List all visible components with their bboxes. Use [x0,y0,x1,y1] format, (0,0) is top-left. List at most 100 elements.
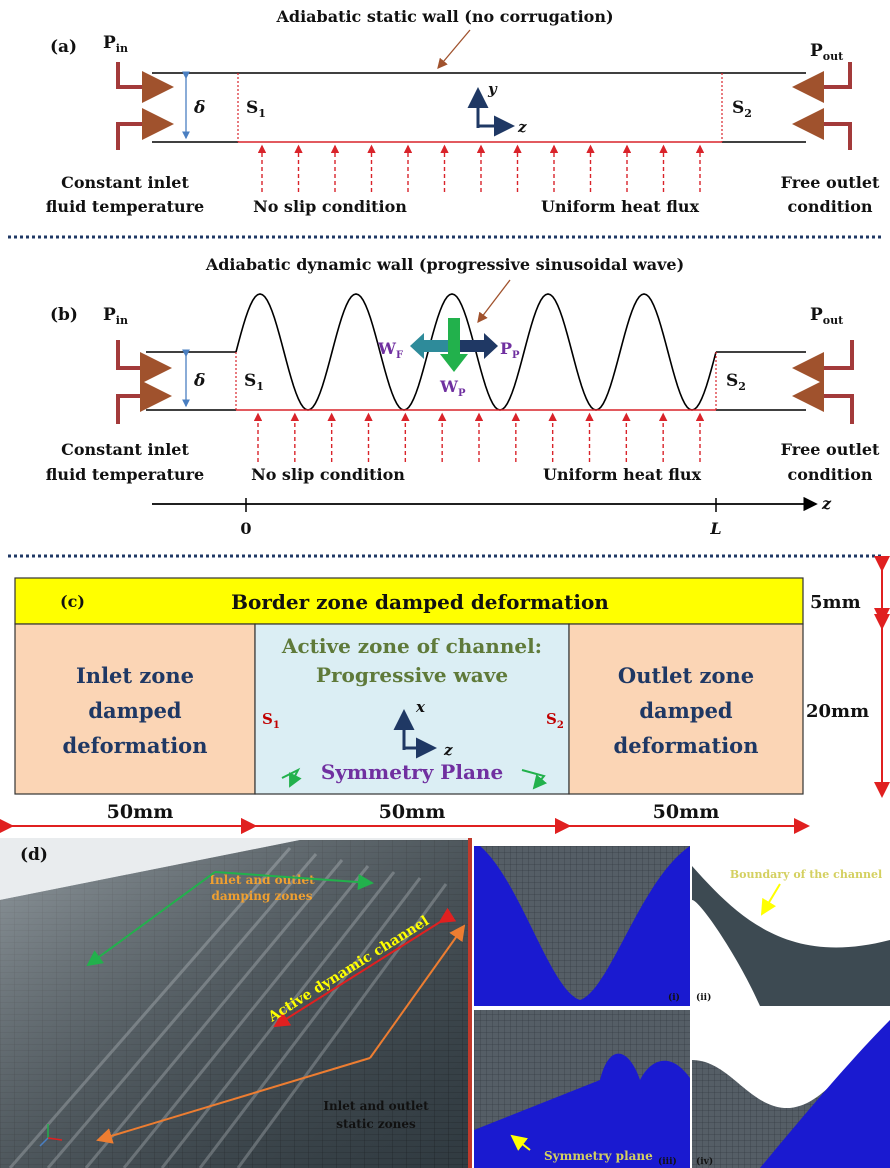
outlet-zone-line1: Outlet zone [618,663,754,688]
heat-flux-label-b: Uniform heat flux [543,465,702,484]
panel-c-label: (c) [60,592,85,611]
wp-label: WP [439,377,466,399]
inlet-arrow-top [116,62,174,103]
panel-b: Adiabatic dynamic wall (progressive sinu… [46,255,880,538]
tick-0-label: 0 [240,519,251,538]
pp-arrow-head [484,333,498,359]
panel-c: (c) Border zone damped deformation Inlet… [0,556,890,834]
y-axis-label: y [487,80,498,98]
s2-label-b: S2 [726,371,746,393]
active-zone-line2: Progressive wave [316,663,508,687]
p-out-label: Pout [810,41,844,63]
axis-triad-icon [39,1124,63,1147]
inlet-zone-line2: damped [88,698,182,723]
p-out-label-b: Pout [810,305,844,327]
outlet-arrow-top [792,62,852,103]
sub-view-ii-label: (ii) [696,992,711,1003]
no-slip-label-b: No slip condition [251,465,405,484]
dim-50mm-inlet: 50mm [107,801,174,823]
wf-arrow-body [424,340,454,352]
delta-label: δ [193,98,205,118]
boundary-label: Boundary of the channel [730,868,882,881]
outlet-condition-2: condition [787,197,872,216]
dim-50mm-outlet: 50mm [653,801,720,823]
inlet-arrow-bottom-b [116,380,172,424]
symmetry-plane-label-d: Symmetry plane [544,1149,653,1163]
sub-view-iii-label: (iii) [658,1156,677,1167]
outlet-zone [568,623,804,795]
s1-label: S1 [246,98,266,120]
tick-L-label: L [709,519,721,538]
outlet-arrow-top-b [792,340,854,384]
static-zones-line1: Inlet and outlet [323,1099,429,1113]
dynamic-wall-title: Adiabatic dynamic wall (progressive sinu… [205,255,684,274]
static-arrow-right [369,924,466,1059]
wf-arrow-head [410,333,424,359]
inlet-condition-1: Constant inlet [61,173,189,192]
wall-pointer-arrow [437,29,471,69]
s1-label-b: S1 [244,371,264,393]
wave-pointer-arrow [477,279,511,324]
wp-arrow-head [440,354,468,372]
outlet-arrow-bottom [792,108,852,150]
damping-zones-line2: damping zones [211,889,312,903]
border-zone-label: Border zone damped deformation [231,590,609,614]
inlet-condition-2: fluid temperature [46,197,204,216]
panel-d-label: (d) [20,845,48,865]
damping-arrow-right [214,871,374,891]
border-zone [14,577,804,625]
inlet-zone-line3: deformation [63,733,208,758]
active-zone-line1: Active zone of channel: [281,634,542,658]
outlet-condition-b2: condition [787,465,872,484]
inlet-zone-line1: Inlet zone [76,663,194,688]
sub-view-iii-channel [474,1010,690,1130]
symmetry-arrow-right [521,769,548,790]
symmetry-plane-label: Symmetry Plane [321,760,503,784]
dim-50mm-active: 50mm [379,801,446,823]
no-slip-label: No slip condition [253,197,407,216]
symmetry-arrow-left [281,767,302,788]
panel-b-label: (b) [50,305,78,325]
s1-label-c: S1 [262,710,280,731]
inlet-zone [14,623,256,795]
symmetry-arrow-d [510,1134,531,1151]
inlet-arrow-top-b [116,340,172,384]
inlet-condition-b1: Constant inlet [61,440,189,459]
outlet-condition-1: Free outlet [781,173,880,192]
sub-view-iv-symmetry [760,1020,890,1168]
sub-view-i-label: (i) [668,992,680,1003]
sub-view-iv-label: (iv) [696,1156,713,1167]
s2-label: S2 [732,98,752,120]
heat-flux-arrows-b [253,412,705,462]
damping-arrow-left [86,871,216,967]
p-in-label: Pin [103,33,128,55]
inlet-condition-b2: fluid temperature [46,465,204,484]
outlet-arrow-bottom-b [792,380,854,424]
outlet-zone-line2: damped [639,698,733,723]
heat-flux-arrows-a [257,144,705,192]
outlet-condition-b1: Free outlet [781,440,880,459]
sub-view-ii-channel [692,866,890,1006]
static-arrow-left [96,1057,371,1144]
panel-a-label: (a) [50,37,77,57]
pp-arrow-body [454,340,484,352]
static-wall-title: Adiabatic static wall (no corrugation) [275,7,613,26]
z-axis-label-b: z [821,494,832,513]
panel-a: (a) Adiabatic static wall (no corrugatio… [46,7,880,216]
sub-view-i-channel [480,846,690,1000]
static-zones-line2: static zones [336,1117,416,1131]
z-axis-label: z [517,118,527,136]
delta-label-b: δ [193,371,205,391]
panel-d: (d) Inlet and outlet damping zones Activ… [0,838,890,1168]
wf-label: WF [377,339,403,361]
x-axis-label-c: x [415,698,426,716]
outlet-zone-line3: deformation [614,733,759,758]
inlet-arrow-bottom [116,108,174,150]
boundary-arrow [760,883,781,916]
dim-20mm: 20mm [806,701,869,722]
heat-flux-label: Uniform heat flux [541,197,700,216]
s2-label-c: S2 [546,710,564,731]
dim-5mm: 5mm [810,592,861,613]
z-axis-label-c: z [443,741,453,759]
